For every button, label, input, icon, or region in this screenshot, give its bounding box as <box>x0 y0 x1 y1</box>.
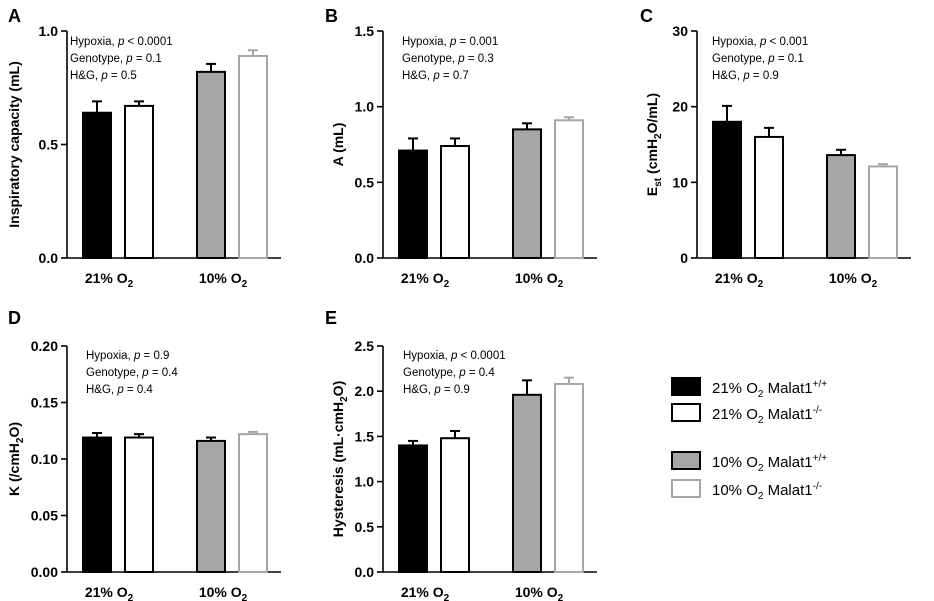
y-tick-label: 0.0 <box>355 250 375 266</box>
stats-line: Hypoxia, p = 0.9 <box>86 350 169 362</box>
bar <box>554 382 584 573</box>
panel-d: D 0.00 0.05 0.10 0.15 0.20 K (/cmH2​O) Hypoxia,… <box>6 308 281 601</box>
bar <box>398 149 428 259</box>
y-tick-label: 0.10 <box>31 451 58 467</box>
x-category-label: 10% O2 <box>515 584 564 601</box>
x-category-label: 21% O2 <box>401 584 450 601</box>
bar <box>124 104 154 259</box>
y-axis-label: A (mL) <box>330 123 346 167</box>
bar <box>238 54 268 259</box>
x-category-label: 21% O2 <box>715 270 764 290</box>
y-tick-label: 0.5 <box>355 174 375 190</box>
x-category-label: 10% O2 <box>199 270 248 290</box>
stats-line: Hypoxia, p < 0.001 <box>712 36 808 48</box>
stats-line: H&G, p = 0.4 <box>86 384 153 396</box>
bar <box>238 433 268 574</box>
bar <box>196 70 226 259</box>
legend-swatch <box>671 479 701 498</box>
stats-line: H&G, p = 0.7 <box>402 70 469 82</box>
y-tick-label: 0 <box>680 250 688 266</box>
y-tick-label: 2.5 <box>355 338 375 354</box>
legend-swatch <box>671 451 701 470</box>
x-category-label: 21% O2 <box>401 270 450 290</box>
stats-line: Hypoxia, p < 0.0001 <box>70 36 173 48</box>
legend-item: 10% O2 Malat1-/- <box>671 479 822 502</box>
y-tick-label: 1.0 <box>355 99 375 115</box>
legend: 21% O2 Malat1+/+ 21% O2 Malat1-/- 10% O2 M… <box>671 377 827 502</box>
bar <box>196 439 226 574</box>
panel-a: A 0.0 0.5 1.0 Inspiratory capacity (mL) Hypox… <box>6 6 281 290</box>
panel-letter: D <box>8 308 21 328</box>
y-tick-label: 0.5 <box>39 137 59 153</box>
y-tick-label: 30 <box>672 23 688 39</box>
y-axis-label: Inspiratory capacity (mL) <box>6 61 22 228</box>
y-tick-label: 0.05 <box>31 508 58 524</box>
x-category-label: 10% O2 <box>515 270 564 290</box>
bar <box>868 165 898 259</box>
y-tick-label: 0.0 <box>39 250 59 266</box>
bar <box>440 437 470 574</box>
stats-line: Hypoxia, p < 0.0001 <box>403 350 506 362</box>
stats-line: Hypoxia, p = 0.001 <box>402 36 498 48</box>
x-category-label: 21% O2 <box>85 584 134 601</box>
legend-label: 21% O2 Malat1+/+ <box>712 379 827 400</box>
legend-swatch <box>671 403 701 422</box>
bar <box>82 111 112 259</box>
panel-e: E 0.0 0.5 1.0 1.5 2.0 2.5 Hysteresis (mL·cmH2​O… <box>325 308 597 601</box>
y-tick-label: 0.00 <box>31 564 58 580</box>
stats-line: Genotype, p = 0.1 <box>712 53 804 65</box>
y-axis-label: Est​ (cmH2​O/mL) <box>644 93 664 196</box>
x-category-label: 21% O2 <box>85 270 134 290</box>
bar <box>512 393 542 574</box>
y-tick-label: 1.5 <box>355 23 375 39</box>
y-tick-label: 10 <box>672 174 688 190</box>
stats-line: H&G, p = 0.5 <box>70 70 137 82</box>
y-tick-label: 1.0 <box>39 23 59 39</box>
panel-letter: E <box>325 308 337 328</box>
panel-letter: B <box>325 6 338 26</box>
y-tick-label: 0.0 <box>355 564 375 580</box>
panel-b: B 0.0 0.5 1.0 1.5 A (mL) Hypoxia, p = 0.001 Gen… <box>325 6 597 290</box>
y-tick-label: 2.0 <box>355 383 375 399</box>
stats-line: H&G, p = 0.9 <box>403 384 470 396</box>
y-tick-label: 20 <box>672 99 688 115</box>
bar <box>398 444 428 573</box>
y-axis-label: Hysteresis (mL·cmH2​O) <box>330 381 350 538</box>
panel-letter: A <box>8 6 21 26</box>
y-tick-label: 1.5 <box>355 428 375 444</box>
bar <box>712 120 742 259</box>
legend-item: 21% O2 Malat1-/- <box>671 403 822 426</box>
panel-letter: C <box>640 6 653 26</box>
stats-line: Genotype, p = 0.3 <box>402 53 494 65</box>
legend-label: 10% O2 Malat1+/+ <box>712 453 827 474</box>
legend-swatch <box>671 377 701 396</box>
bar <box>440 145 470 259</box>
stats-line: Genotype, p = 0.4 <box>86 367 178 379</box>
bar <box>554 119 584 259</box>
legend-label: 21% O2 Malat1-/- <box>712 405 822 426</box>
y-tick-label: 0.5 <box>355 519 375 535</box>
stats-line: Genotype, p = 0.1 <box>70 53 162 65</box>
y-tick-label: 1.0 <box>355 474 375 490</box>
y-tick-label: 0.15 <box>31 395 58 411</box>
bar <box>754 135 784 259</box>
y-tick-label: 0.20 <box>31 338 58 354</box>
legend-item: 10% O2 Malat1+/+ <box>671 451 827 474</box>
bar <box>82 436 112 573</box>
stats-line: Genotype, p = 0.4 <box>403 367 495 379</box>
bar <box>124 436 154 573</box>
legend-label: 10% O2 Malat1-/- <box>712 481 822 502</box>
x-category-label: 10% O2 <box>199 584 248 601</box>
y-axis-label: K (/cmH2​O) <box>6 422 26 496</box>
bar <box>826 154 856 260</box>
legend-item: 21% O2 Malat1+/+ <box>671 377 827 400</box>
x-category-label: 10% O2 <box>829 270 878 290</box>
panel-c: C 0 10 20 30 Est​ (cmH2​O/mL) Hypoxia, p < 0.0… <box>640 6 911 290</box>
bar <box>512 128 542 259</box>
stats-line: H&G, p = 0.9 <box>712 70 779 82</box>
